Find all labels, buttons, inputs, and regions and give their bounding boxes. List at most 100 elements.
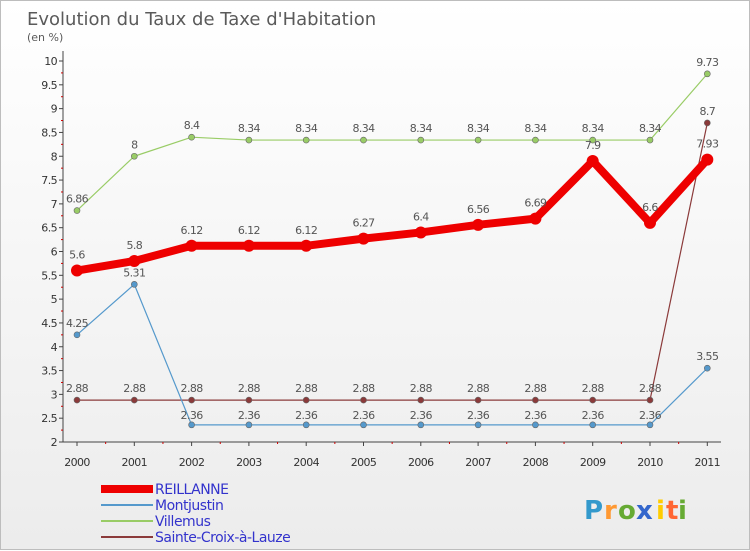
data-label: 2.36 (524, 409, 547, 422)
data-point (360, 421, 367, 429)
logo-letter: P (584, 496, 603, 526)
data-label: 6.12 (238, 224, 260, 237)
data-label: 2.36 (582, 409, 605, 422)
data-point (701, 153, 714, 166)
data-label: 2.88 (467, 382, 490, 395)
y-tick-label: 8 (51, 150, 58, 163)
data-point (188, 396, 195, 404)
data-point (474, 136, 482, 144)
data-point (128, 255, 141, 268)
data-label: 6.12 (181, 224, 203, 237)
y-tick-label: 8.5 (41, 126, 57, 139)
y-tick-label: 9.5 (41, 79, 57, 92)
data-label: 8 (131, 138, 138, 151)
data-point (703, 364, 711, 372)
data-point (185, 239, 198, 252)
data-point (589, 396, 597, 404)
data-point (73, 207, 81, 214)
data-label: 2.88 (238, 382, 261, 395)
data-label: 6.12 (295, 224, 317, 237)
legend-label: REILLANNE (155, 482, 229, 498)
x-tick-label: 2005 (351, 456, 377, 469)
data-point (357, 232, 370, 245)
data-point (131, 152, 138, 160)
data-point (73, 331, 81, 339)
logo-letter: x (636, 496, 653, 526)
data-point (131, 396, 138, 404)
logo-letter: t (666, 496, 678, 526)
data-point (245, 136, 253, 144)
data-label: 8.34 (238, 122, 261, 135)
data-point (646, 396, 654, 404)
data-label: 8.34 (467, 122, 490, 135)
data-label: 4.25 (66, 317, 89, 330)
data-point (245, 421, 253, 429)
data-label: 3.55 (696, 350, 719, 363)
data-label: 2.36 (467, 409, 490, 422)
data-label: 2.88 (295, 382, 318, 395)
data-point (73, 396, 81, 404)
data-label: 5.8 (126, 239, 142, 252)
legend-label: Villemus (155, 514, 211, 530)
data-point (703, 119, 711, 127)
logo-letter: i (678, 496, 687, 526)
data-point (703, 70, 711, 78)
x-tick-label: 2008 (523, 456, 549, 469)
data-point (529, 212, 542, 225)
data-label: 6.69 (524, 197, 547, 210)
data-point (474, 396, 482, 404)
legend-label: Montjustin (155, 498, 223, 514)
data-point (532, 396, 539, 404)
data-point (532, 421, 539, 429)
data-label: 8.34 (410, 122, 433, 135)
data-point (417, 396, 425, 404)
data-label: 6.4 (413, 210, 429, 223)
data-label: 2.88 (181, 382, 204, 395)
data-point (131, 281, 138, 288)
data-label: 6.27 (352, 217, 375, 230)
x-tick-label: 2009 (580, 456, 606, 469)
data-point (188, 133, 195, 141)
data-label: 2.36 (238, 409, 261, 422)
series-layer (71, 70, 714, 429)
logo-letter: r (604, 496, 617, 526)
logo-letter: i (656, 496, 665, 526)
series-line-sainte-croix-lauze (76, 122, 708, 401)
data-point (417, 136, 425, 144)
x-tick-label: 2000 (64, 456, 90, 469)
data-point (644, 216, 656, 229)
data-point (417, 421, 425, 429)
data-point (414, 226, 427, 239)
x-tick-label: 2003 (236, 456, 262, 469)
data-point (188, 421, 195, 429)
data-label: 6.86 (66, 193, 89, 206)
y-tick-label: 6 (51, 246, 58, 259)
data-point (360, 136, 367, 144)
axes: 2 2.5 3 3.5 4 4.5 5 5.5 6 6.5 7 7.5 8 8.5 9 9.5 10 2000 20… (41, 51, 721, 469)
data-point (71, 264, 83, 277)
chart-title: Evolution du Taux de Taxe d'Habitation (27, 9, 376, 30)
data-label: 8.34 (295, 122, 318, 135)
data-label: 7.93 (696, 138, 719, 151)
chart-subtitle: (en %) (27, 31, 63, 44)
x-tick-label: 2002 (179, 456, 205, 469)
y-tick-label: 5 (51, 293, 58, 306)
legend-label: Sainte-Croix-à-Lauze (155, 530, 290, 546)
data-label: 2.88 (410, 382, 433, 395)
y-tick-label: 6.5 (41, 222, 57, 235)
y-tick-label: 4 (51, 341, 58, 354)
series-line-reillanne (73, 155, 712, 275)
data-label: 2.88 (352, 382, 375, 395)
x-tick-label: 2001 (121, 456, 147, 469)
data-label: 2.36 (410, 409, 433, 422)
data-label: 2.36 (352, 409, 375, 422)
data-point (302, 136, 310, 144)
y-tick-label: 3.5 (41, 365, 57, 378)
data-point (245, 396, 253, 404)
y-tick-label: 5.5 (41, 269, 57, 282)
y-tick-label: 4.5 (41, 317, 57, 330)
x-tick-label: 2010 (637, 456, 663, 469)
data-label: 8.34 (639, 122, 662, 135)
